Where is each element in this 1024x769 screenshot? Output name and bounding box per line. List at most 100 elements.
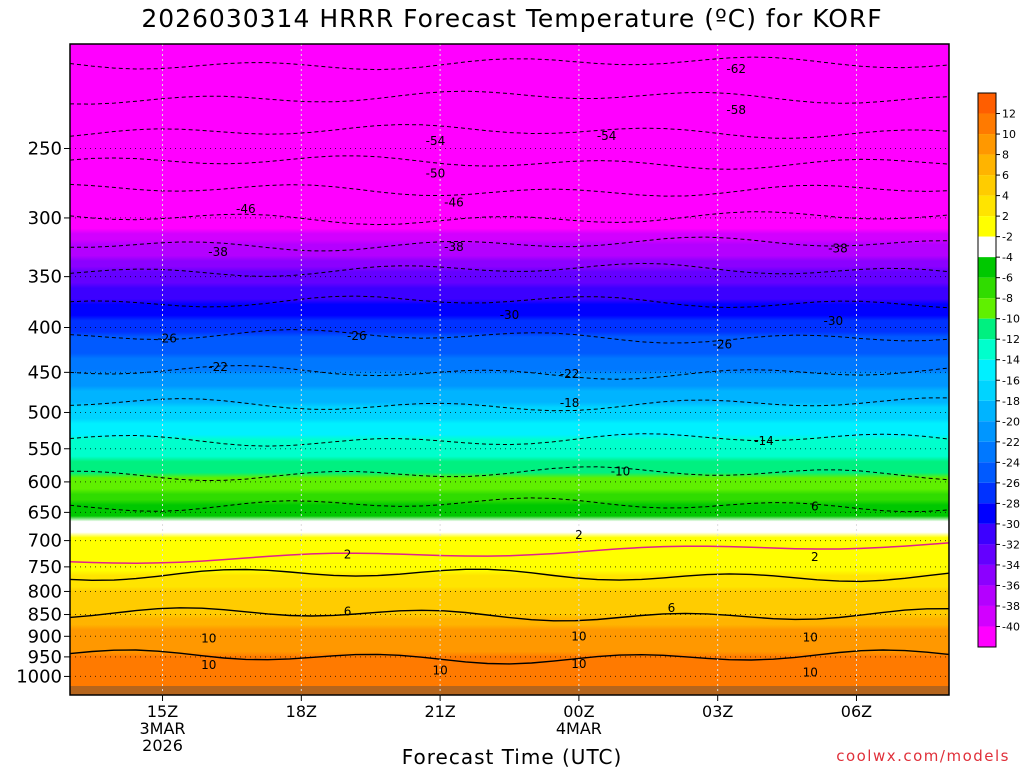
credit-link[interactable]: coolwx.com/models	[836, 747, 1010, 765]
contour-line	[70, 607, 949, 622]
colorbar-cell	[978, 503, 996, 524]
y-tick-label: 600	[28, 472, 62, 493]
contour-label: -54	[426, 134, 446, 148]
contour-label: -26	[347, 329, 367, 343]
colorbar-cell	[978, 154, 996, 176]
x-tick-label: 15Z	[147, 702, 178, 721]
contour-label: 6	[811, 499, 819, 513]
colorbar-cell	[978, 441, 996, 463]
colorbar-label: -26	[1002, 477, 1020, 490]
plot-frame	[69, 43, 950, 696]
contour-label: -54	[597, 129, 617, 143]
colorbar-label: -28	[1002, 497, 1020, 510]
colorbar-cell	[978, 298, 996, 319]
colorbar-cell	[978, 482, 996, 504]
contour-label: 10	[571, 657, 586, 671]
contour-label: -26	[713, 337, 733, 351]
y-tick-label: 850	[28, 605, 62, 626]
contour-label: -50	[426, 167, 446, 181]
colorbar-cell	[978, 462, 996, 483]
colorbar-label: -18	[1002, 395, 1020, 408]
y-tick-label: 800	[28, 581, 62, 602]
colorbar-label: -20	[1002, 415, 1020, 428]
contour-label: -30	[500, 308, 520, 322]
colorbar-label: -2	[1002, 231, 1013, 244]
colorbar-cell	[978, 113, 996, 135]
colorbar-label: -22	[1002, 436, 1020, 449]
y-tick-label: 350	[28, 267, 62, 288]
contour-label: 2	[811, 550, 819, 564]
x-tick-label: 03Z	[702, 702, 733, 721]
colorbar-cell	[978, 339, 996, 360]
colorbar-cell	[978, 257, 996, 278]
contour-line	[70, 649, 949, 665]
colorbar-label: -38	[1002, 600, 1020, 613]
contour-label: 10	[201, 631, 216, 645]
freezing-line	[70, 542, 949, 564]
colorbar-cell	[978, 585, 996, 606]
colorbar-label: -24	[1002, 456, 1020, 469]
contour-label: -10	[611, 465, 631, 479]
y-tick-label: 900	[28, 626, 62, 647]
contour-label: -62	[726, 62, 746, 76]
contour-label: 10	[803, 666, 818, 680]
y-tick-label: 650	[28, 502, 62, 523]
colorbar-cell	[978, 195, 996, 217]
contour-label: -46	[444, 195, 464, 209]
y-tick-label: 1000	[16, 666, 62, 687]
contour-label: -38	[208, 245, 228, 259]
colorbar-label: 8	[1002, 149, 1009, 162]
colorbar-label: -34	[1002, 559, 1020, 572]
y-tick-label: 500	[28, 402, 62, 423]
colorbar-cell	[978, 421, 996, 442]
colorbar-label: 6	[1002, 169, 1009, 182]
x-tick-label: 00Z	[563, 702, 594, 721]
y-axis: 2503003504004505005506006507007508008509…	[16, 139, 70, 687]
contour-lines	[70, 56, 949, 665]
x-tick-label: 21Z	[424, 702, 455, 721]
contour-label: -22	[560, 367, 580, 381]
contour-label: 2	[575, 528, 583, 542]
contour-label: -46	[236, 202, 256, 216]
colorbar-cell	[978, 175, 996, 196]
x-tick-label: 06Z	[841, 702, 872, 721]
colorbar-label: -32	[1002, 538, 1020, 551]
colorbar-label: -16	[1002, 374, 1020, 387]
colorbar-label: 12	[1002, 108, 1016, 121]
colorbar-cell	[978, 523, 996, 545]
colorbar-cell	[978, 93, 996, 114]
y-tick-label: 550	[28, 439, 62, 460]
colorbar-label: 4	[1002, 190, 1009, 203]
contour-label: 10	[571, 630, 586, 644]
colorbar-cell	[978, 277, 996, 299]
contour-labels: -62 -58 -54 -54 -50 -46 -46 -38 -38 -38 -30 -30 -26 -…	[157, 62, 847, 679]
colorbar-label: -40	[1002, 620, 1020, 633]
contour-label: 10	[803, 631, 818, 645]
colorbar-label: -8	[1002, 292, 1013, 305]
contour-label: -14	[754, 434, 774, 448]
colorbar-frame	[977, 92, 997, 648]
colorbar-label: -36	[1002, 579, 1020, 592]
contour-label: -26	[157, 332, 177, 346]
contour-label: 6	[668, 601, 676, 615]
contour-label: -18	[560, 396, 580, 410]
y-tick-label: 700	[28, 531, 62, 552]
plot-field	[70, 44, 949, 695]
colorbar-cell	[978, 359, 996, 381]
y-tick-label: 750	[28, 557, 62, 578]
colorbar-label: 2	[1002, 210, 1009, 223]
colorbar-cell	[978, 134, 996, 155]
x-tick-label: 3MAR	[140, 719, 186, 738]
colorbar-cell	[978, 216, 996, 237]
colorbar-label: -4	[1002, 251, 1013, 264]
contour-label: -22	[208, 360, 228, 374]
colorbar: 12 10 8 6 4 2 -2 -4 -6 -8 -10 -12 -14 -16 -18 -20 -22 -24…	[977, 92, 1020, 648]
contour-label: -58	[726, 103, 746, 117]
surface-terrain	[70, 686, 949, 695]
x-tick-label: 2026	[142, 736, 183, 755]
chart-title: 2026030314 HRRR Forecast Temperature (ºC…	[141, 4, 883, 33]
colorbar-cell	[978, 236, 996, 258]
contour-label: 6	[344, 604, 352, 618]
